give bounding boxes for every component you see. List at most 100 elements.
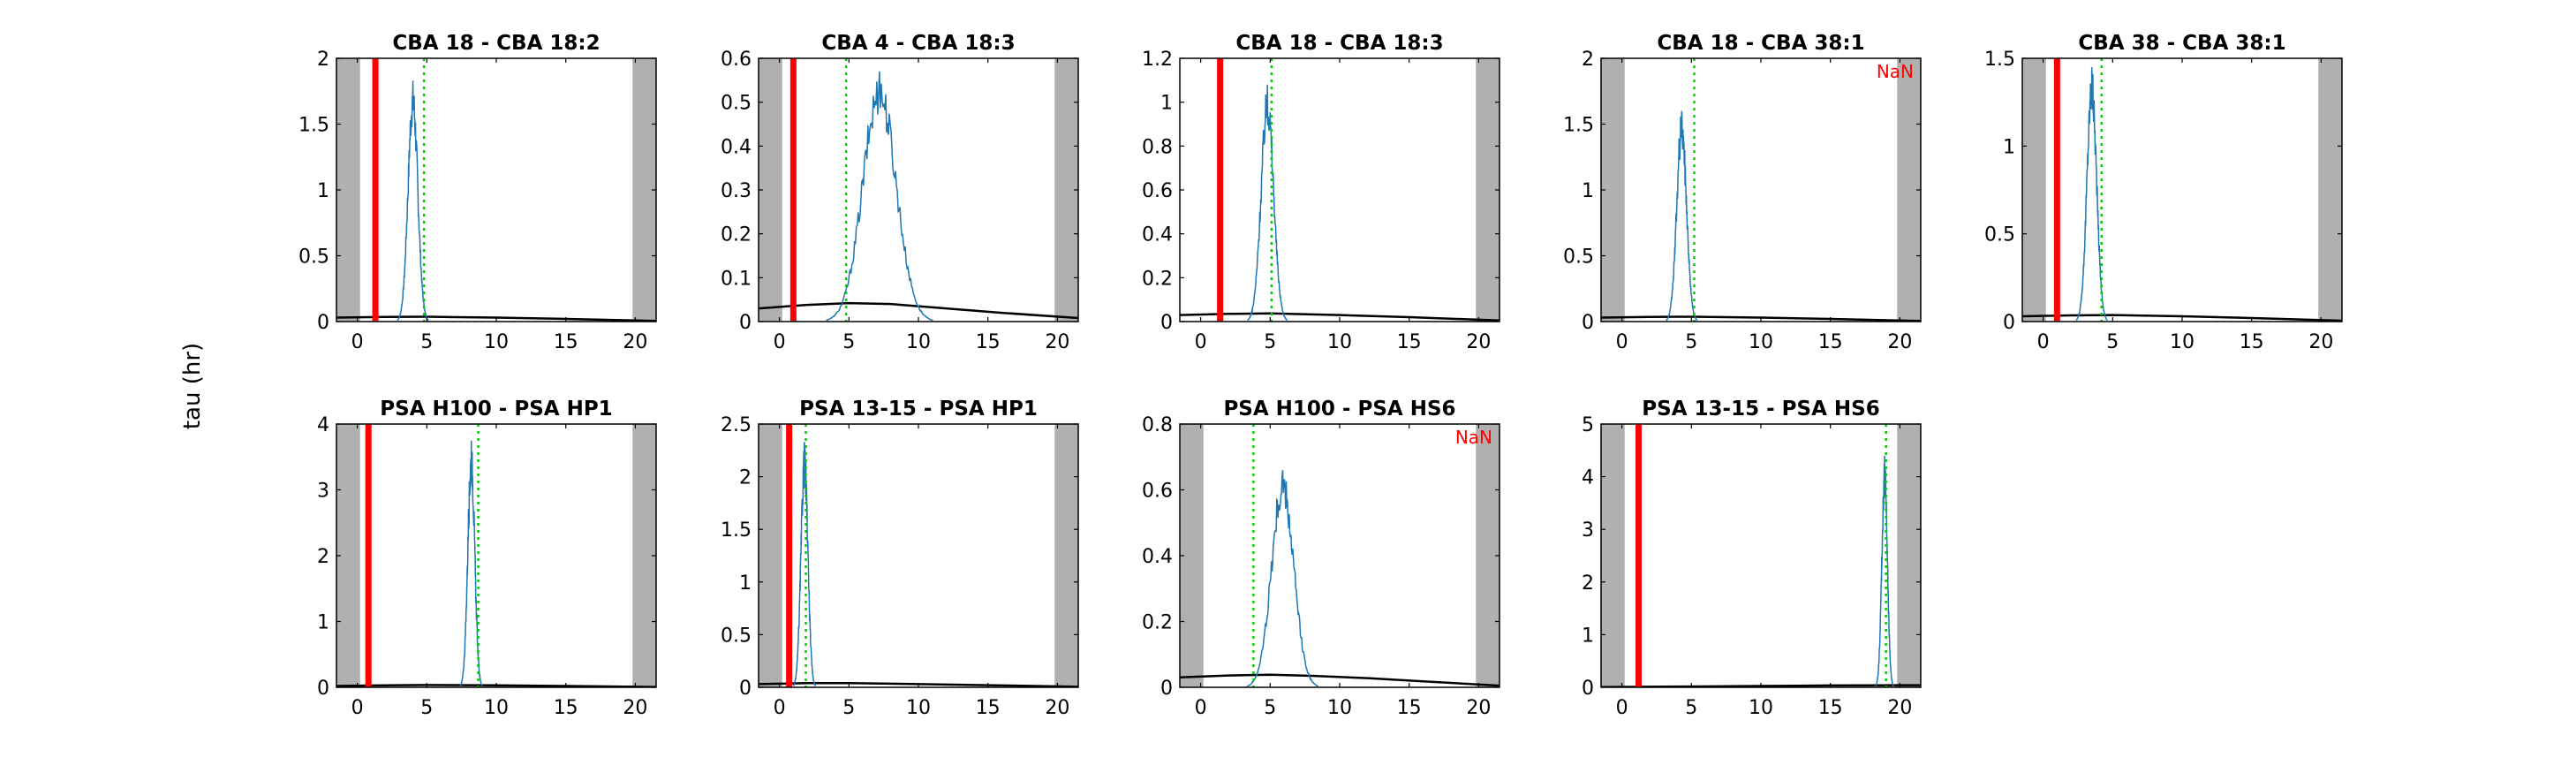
data-series-peak (1247, 84, 1288, 322)
x-tick-label: 20 (623, 697, 647, 719)
subplot-title: CBA 38 - CBA 38:1 (2078, 32, 2285, 55)
x-tick-label: 5 (1264, 331, 1276, 353)
x-tick-label: 0 (351, 331, 364, 353)
x-tick-label: 15 (976, 697, 1001, 719)
x-tick-label: 0 (774, 331, 786, 353)
subplot-4: 0 5 10 15 20 0 0.5 1 1.5 2 CBA 18 - CBA 38:1 NaN (1563, 32, 1922, 353)
x-tick-label: 15 (1818, 697, 1843, 719)
y-tick-label: 2 (1582, 49, 1594, 71)
x-tick-label: 20 (623, 331, 647, 353)
x-tick-label: 10 (906, 697, 931, 719)
reference-curve (1180, 673, 1500, 687)
plot-area (336, 58, 656, 322)
x-tick-label: 10 (1327, 331, 1352, 353)
axes-frame (1179, 423, 1500, 688)
subplot-title: PSA 13-15 - PSA HP1 (799, 398, 1038, 421)
plot-area (759, 58, 1078, 322)
x-tick-label: 15 (554, 331, 578, 353)
subplot-title: PSA 13-15 - PSA HS6 (1642, 398, 1879, 421)
y-tick-label: 0.8 (1142, 136, 1173, 158)
data-series-peak (1666, 110, 1698, 322)
y-tick-label: 1.2 (1142, 49, 1173, 71)
y-tick-label: 1 (1582, 625, 1594, 647)
data-series-peak (1246, 470, 1319, 687)
nan-label: NaN (1877, 61, 1914, 82)
y-tick-label: 0.5 (721, 625, 752, 647)
subplot-title: CBA 18 - CBA 18:2 (392, 32, 600, 55)
x-tick-label: 10 (1749, 331, 1773, 353)
y-tick-label: 0.4 (1142, 546, 1173, 568)
subplot-title: PSA H100 - PSA HP1 (380, 398, 612, 421)
axes-frame (336, 57, 657, 322)
x-tick-label: 20 (1045, 697, 1069, 719)
subplot-title: CBA 18 - CBA 38:1 (1657, 32, 1864, 55)
axes-frame (1179, 57, 1500, 322)
subplot-5: 0 5 10 15 20 0 0.5 1 1.5 CBA 38 - CBA 38:1 (1984, 32, 2343, 353)
y-tick-label: 2.5 (721, 414, 752, 436)
axes-frame (758, 57, 1079, 322)
y-tick-label: 1.5 (1563, 115, 1594, 137)
data-series-peak (826, 71, 933, 322)
plot-area (1180, 58, 1500, 322)
reference-curve (759, 301, 1078, 320)
y-tick-label: 0 (1582, 678, 1594, 700)
y-tick-label: 2 (317, 49, 329, 71)
plot-area (1601, 424, 1921, 687)
x-tick-label: 10 (1327, 697, 1352, 719)
x-tick-label: 5 (2106, 331, 2119, 353)
y-tick-label: 0 (1160, 678, 1173, 700)
y-tick-label: 0.5 (1563, 246, 1594, 269)
x-tick-label: 15 (554, 697, 578, 719)
y-tick-label: 0 (739, 312, 752, 334)
y-tick-label: 0.4 (1142, 224, 1173, 246)
y-tick-label: 3 (317, 481, 329, 503)
axes-frame (336, 423, 657, 688)
y-tick-label: 2 (1582, 572, 1594, 595)
subplot-8: 0 5 10 15 20 0 0.2 0.4 0.6 0.8 PSA H100 - PSA HS6N… (1142, 398, 1500, 719)
subplot-title: CBA 18 - CBA 18:3 (1235, 32, 1443, 55)
shaded-region (2318, 58, 2342, 322)
data-series-peak (792, 442, 817, 687)
reference-curve (1601, 315, 1921, 322)
data-series-peak (1875, 455, 1894, 687)
reference-curve (2022, 314, 2342, 322)
shaded-region (1601, 424, 1625, 687)
axes-frame (2021, 57, 2343, 322)
x-tick-label: 20 (1466, 697, 1491, 719)
y-tick-label: 0 (1160, 312, 1173, 334)
y-tick-label: 4 (1582, 467, 1594, 489)
shaded-region (759, 424, 782, 687)
x-tick-label: 0 (2037, 331, 2050, 353)
x-tick-label: 10 (2170, 331, 2195, 353)
y-tick-label: 0.4 (721, 136, 752, 158)
x-tick-label: 20 (2308, 331, 2333, 353)
shaded-region (1054, 424, 1078, 687)
x-tick-label: 5 (420, 331, 433, 353)
x-tick-label: 20 (1045, 331, 1069, 353)
subplot-7: 0 5 10 15 20 0 0.5 1 1.5 2 2.5 PSA 13-15 - PSA HP1 (721, 398, 1079, 719)
plot-area (759, 424, 1078, 687)
y-tick-label: 0.5 (1984, 224, 2015, 246)
nan-label: NaN (1455, 427, 1492, 448)
y-tick-label: 1.5 (298, 115, 329, 137)
x-tick-label: 10 (484, 697, 509, 719)
x-tick-label: 5 (1685, 697, 1697, 719)
x-tick-label: 20 (1887, 697, 1912, 719)
y-tick-label: 0.8 (1142, 414, 1173, 436)
y-tick-label: 0.1 (721, 268, 752, 290)
y-tick-label: 2 (317, 546, 329, 568)
x-tick-label: 20 (1887, 331, 1912, 353)
x-tick-label: 10 (906, 331, 931, 353)
y-tick-label: 0 (317, 678, 329, 700)
plot-area (1601, 58, 1921, 322)
x-tick-label: 0 (1195, 697, 1207, 719)
subplot-9: 0 5 10 15 20 0 1 2 3 4 5 PSA 13-15 - PSA HS6 (1582, 398, 1922, 719)
y-tick-label: 0 (1582, 312, 1594, 334)
x-tick-label: 0 (1195, 331, 1207, 353)
y-tick-label: 1 (1582, 180, 1594, 202)
y-tick-label: 0.3 (721, 180, 752, 202)
y-tick-label: 1.5 (721, 519, 752, 542)
subplot-2: 0 5 10 15 20 0 0.1 0.2 0.3 0.4 0.5 0.6 CBA 4 - CBA 1… (721, 32, 1079, 353)
y-tick-label: 0 (317, 312, 329, 334)
y-tick-label: 0.6 (1142, 180, 1173, 202)
